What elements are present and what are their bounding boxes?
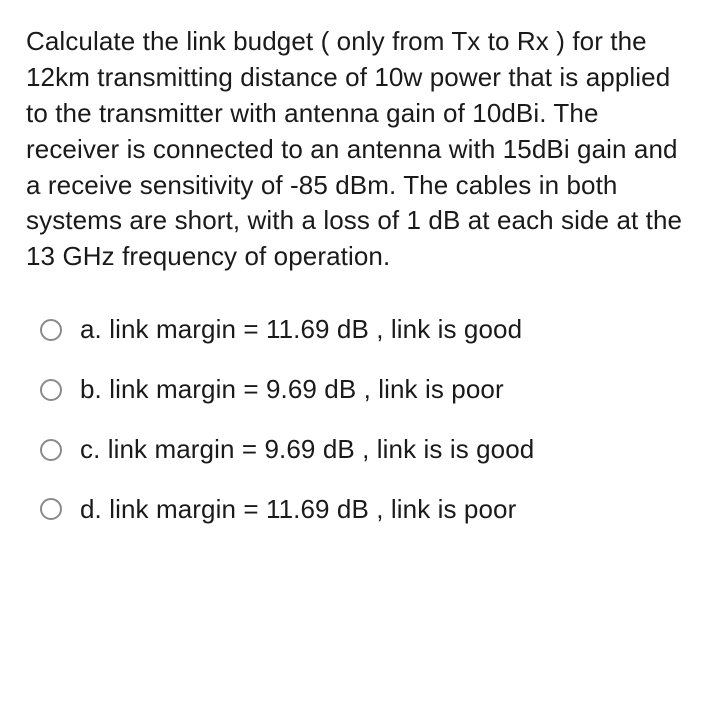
option-b-label: b. link margin = 9.69 dB , link is poor [80, 373, 504, 407]
option-b[interactable]: b. link margin = 9.69 dB , link is poor [40, 373, 693, 407]
option-d[interactable]: d. link margin = 11.69 dB , link is poor [40, 493, 693, 527]
radio-icon[interactable] [40, 439, 62, 461]
question-text: Calculate the link budget ( only from Tx… [26, 24, 693, 275]
radio-icon[interactable] [40, 498, 62, 520]
radio-icon[interactable] [40, 319, 62, 341]
radio-icon[interactable] [40, 379, 62, 401]
quiz-container: Calculate the link budget ( only from Tx… [0, 0, 719, 550]
option-c[interactable]: c. link margin = 9.69 dB , link is is go… [40, 433, 693, 467]
option-a-label: a. link margin = 11.69 dB , link is good [80, 313, 522, 347]
option-d-label: d. link margin = 11.69 dB , link is poor [80, 493, 516, 527]
option-c-label: c. link margin = 9.69 dB , link is is go… [80, 433, 534, 467]
option-a[interactable]: a. link margin = 11.69 dB , link is good [40, 313, 693, 347]
options-list: a. link margin = 11.69 dB , link is good… [26, 313, 693, 526]
